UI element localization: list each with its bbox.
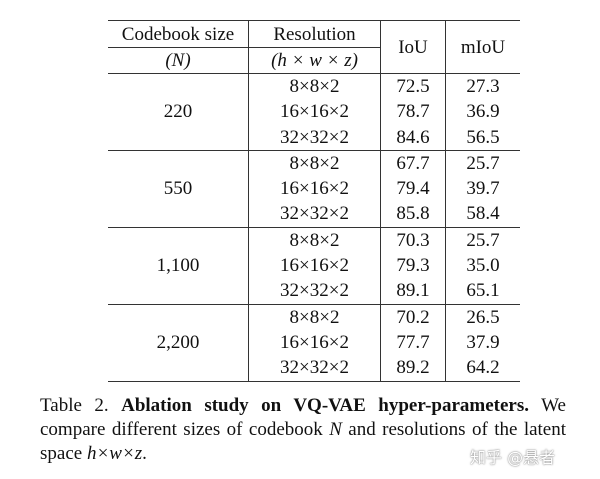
cell-resolution: 8×8×2 [248,73,381,100]
cell-iou: 85.8 [380,201,446,228]
cell-resolution: 8×8×2 [248,304,381,330]
cell-resolution: 32×32×2 [248,278,381,305]
cell-miou: 56.5 [445,124,520,151]
caption-text-2: and resolutions of the latent space [40,419,567,464]
cell-resolution: 32×32×2 [248,355,381,382]
table-row: 16×16×2 79.3 35.0 [108,253,520,279]
table-row: 32×32×2 89.2 64.2 [108,355,520,382]
cell-miou: 25.7 [445,150,520,177]
header-codebook-symbol-text: (N) [165,50,191,71]
cell-resolution: 8×8×2 [248,227,381,254]
table-row: 32×32×2 84.6 56.5 [108,124,520,151]
cell-resolution: 8×8×2 [248,150,381,177]
header-resolution-symbol: (h × w × z) [248,47,381,74]
caption-label: Table 2. [40,395,109,416]
cell-resolution: 16×16×2 [248,99,381,125]
cell-miou: 25.7 [445,227,520,254]
cell-miou: 64.2 [445,355,520,382]
cell-iou: 70.3 [380,227,446,254]
codebook-group: 1,100 8×8×2 70.3 25.7 16×16×2 79.3 35.0 32×32×2… [108,227,520,305]
cell-resolution: 32×32×2 [248,201,381,228]
cell-resolution: 16×16×2 [248,176,381,202]
cell-miou: 36.9 [445,99,520,125]
cell-codebook-size: 220 [163,101,193,123]
table-row: 32×32×2 85.8 58.4 [108,201,520,228]
table-row: 16×16×2 77.7 37.9 [108,329,520,356]
table-caption: Table 2. Ablation study on VQ-VAE hyper-… [40,394,566,466]
cell-iou: 70.2 [380,304,446,330]
cell-iou: 89.2 [380,355,446,382]
cell-iou: 89.1 [380,278,446,305]
codebook-group: 2,200 8×8×2 70.2 26.5 16×16×2 77.7 37.9 32×32×2… [108,304,520,382]
caption-var-hwz: h×w×z [86,443,143,464]
cell-miou: 65.1 [445,278,520,305]
cell-miou: 37.9 [445,329,520,356]
caption-var-n: N [329,419,342,440]
header-codebook-symbol: (N) [108,47,249,74]
header-resolution: Resolution [248,20,381,48]
watermark: 知乎 @悬者 [470,448,556,467]
cell-iou: 77.7 [380,329,446,356]
table-row: 16×16×2 78.7 36.9 [108,99,520,125]
cell-codebook-size: 1,100 [156,255,200,277]
cell-miou: 26.5 [445,304,520,330]
cell-miou: 39.7 [445,176,520,202]
cell-resolution: 32×32×2 [248,124,381,151]
cell-codebook-size: 550 [163,178,193,200]
header-codebook-size: Codebook size [108,20,249,48]
cell-iou: 78.7 [380,99,446,125]
cell-iou: 79.4 [380,176,446,202]
table-row: 550 8×8×2 67.7 25.7 [108,150,520,199]
caption-text-1: We compare different sizes of codebook [40,395,566,440]
cell-miou: 27.3 [445,73,520,100]
caption-title: Ablation study on VQ-VAE hyper-parameter… [121,395,529,416]
cell-codebook-size: 2,200 [156,331,200,353]
cell-iou: 72.5 [380,73,446,100]
cell-iou: 79.3 [380,253,446,279]
codebook-group: 220 8×8×2 72.5 27.3 16×16×2 78.7 36.9 32×32×2 84… [108,73,520,151]
cell-miou: 35.0 [445,253,520,279]
header-miou: mIoU [445,20,520,74]
table-row: 16×16×2 79.4 39.7 [108,176,520,202]
table-row: 2,200 8×8×2 70.2 26.5 [108,304,520,353]
cell-resolution: 16×16×2 [248,329,381,356]
cell-iou: 67.7 [380,150,446,177]
header-iou: IoU [380,20,446,74]
caption-end: . [142,443,147,464]
ablation-table: Codebook size Resolution IoU mIoU (N) (h… [108,20,520,382]
codebook-group: 550 8×8×2 67.7 25.7 16×16×2 79.4 39.7 32×32×2 85… [108,150,520,228]
cell-iou: 84.6 [380,124,446,151]
table-row: 1,100 8×8×2 70.3 25.7 [108,227,520,276]
cell-resolution: 16×16×2 [248,253,381,279]
table-row: 220 8×8×2 72.5 27.3 [108,73,520,122]
cell-miou: 58.4 [445,201,520,228]
header-resolution-symbol-text: (h × w × z) [271,50,358,71]
table-row: 32×32×2 89.1 65.1 [108,278,520,305]
